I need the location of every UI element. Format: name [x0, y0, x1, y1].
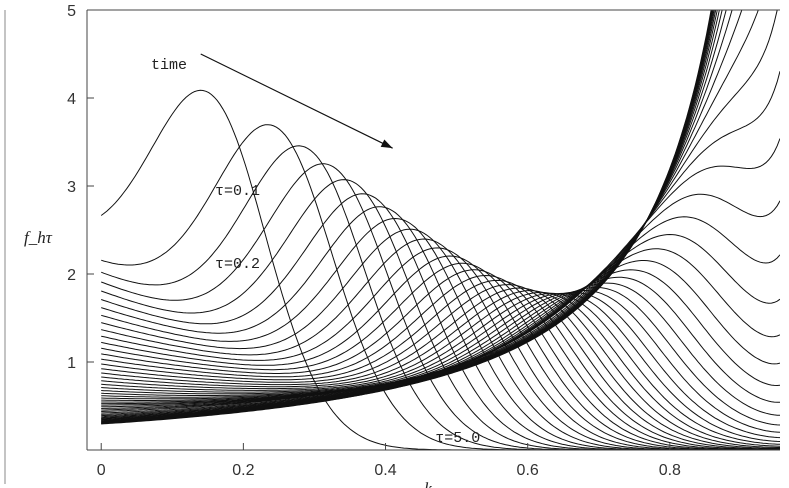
curve-family — [100, 10, 780, 450]
tick-labels: 0 0.2 0.4 0.6 0.8 1 2 3 4 5 k — [67, 3, 681, 488]
series-line-tau-3.8 — [101, 10, 743, 418]
series-line-tau-1.1 — [101, 247, 780, 450]
y-axis-label: f_hτ — [24, 228, 53, 247]
series-line-tau-3.5 — [101, 71, 780, 414]
series-line-tau-4.1 — [101, 10, 723, 420]
series-line-tau-3.4 — [101, 138, 780, 412]
y-tick-label: 3 — [67, 179, 76, 196]
x-tick-label: 0.6 — [517, 462, 539, 479]
series-line-tau-1.8 — [101, 287, 780, 449]
series-line-tau-0.3 — [101, 145, 780, 450]
series-line-tau-0.2 — [101, 124, 780, 450]
series-line-tau-1.5 — [101, 274, 780, 450]
time-arrow — [200, 53, 393, 149]
series-line-tau-2.0 — [101, 291, 780, 447]
series-line-tau-3.1 — [101, 233, 780, 408]
series-line-tau-4.7 — [101, 10, 714, 424]
series-line-tau-4.2 — [101, 10, 720, 421]
series-line-tau-2.4 — [101, 289, 780, 433]
series-line-tau-1.2 — [101, 255, 780, 450]
series-line-tau-0.7 — [101, 206, 780, 450]
series-line-tau-2.3 — [101, 292, 780, 439]
annotation-label: τ=0.1 — [215, 183, 260, 200]
y-tick-label: 4 — [67, 91, 76, 108]
series-line-tau-1.7 — [101, 284, 780, 450]
series-line-tau-3.3 — [101, 193, 780, 411]
x-tick-label: 0.8 — [659, 462, 681, 479]
series-line-tau-5.0 — [101, 10, 712, 425]
x-axis-label: k — [424, 479, 432, 488]
series-line-tau-3.6 — [101, 10, 778, 415]
series-line-tau-2.5 — [101, 286, 780, 426]
y-tick-label: 1 — [67, 355, 76, 372]
series-line-tau-4.5 — [101, 10, 715, 423]
series-line-tau-0.4 — [101, 163, 780, 450]
annotations: time τ=0.1 τ=0.2 τ=5.0 — [151, 53, 480, 447]
series-line-tau-2.1 — [101, 292, 780, 445]
y-tick-label: 5 — [67, 3, 76, 20]
series-line-tau-2.2 — [101, 292, 780, 442]
y-tick-label: 2 — [67, 267, 76, 284]
annotation-label: τ=0.2 — [215, 256, 260, 273]
series-line-tau-4.6 — [101, 10, 715, 423]
plot-frame — [4, 9, 780, 484]
time-arrowhead — [380, 139, 393, 149]
x-tick-label: 0 — [97, 462, 106, 479]
series-line-tau-1.6 — [101, 279, 780, 450]
series-line-tau-1.4 — [101, 269, 780, 450]
series-line-tau-1.0 — [101, 238, 780, 450]
annotation-label: time — [151, 57, 187, 74]
series-line-tau-4.4 — [101, 10, 717, 422]
series-line-tau-1.9 — [101, 290, 780, 448]
annotation-label: τ=5.0 — [435, 430, 480, 447]
series-line-tau-1.3 — [101, 262, 780, 450]
x-tick-label: 0.4 — [374, 462, 396, 479]
axis-ticks — [87, 9, 671, 450]
series-line-tau-4.3 — [101, 10, 718, 422]
x-tick-label: 0.2 — [232, 462, 254, 479]
